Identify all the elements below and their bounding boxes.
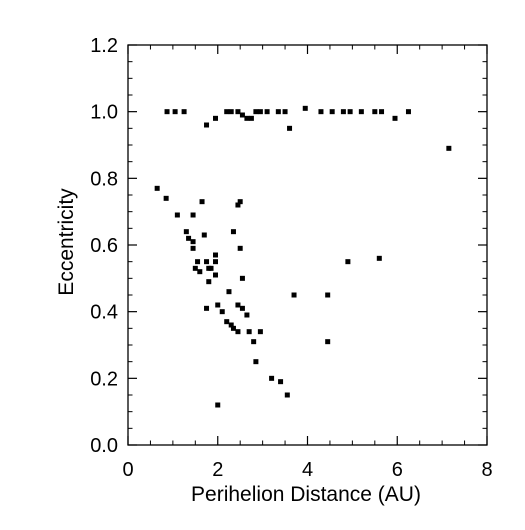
data-point bbox=[172, 109, 178, 115]
data-point bbox=[224, 319, 230, 325]
data-point bbox=[204, 259, 210, 265]
data-point bbox=[248, 115, 254, 121]
data-point bbox=[282, 109, 288, 115]
data-point bbox=[204, 305, 210, 311]
data-point bbox=[213, 252, 219, 258]
data-point bbox=[244, 312, 250, 318]
x-axis-title: Perihelion Distance (AU) bbox=[191, 483, 421, 506]
x-tick-label: 0 bbox=[122, 459, 133, 481]
data-point bbox=[208, 265, 214, 271]
data-point bbox=[235, 329, 241, 335]
data-point bbox=[284, 392, 290, 398]
data-point bbox=[237, 245, 243, 251]
data-point bbox=[230, 325, 236, 331]
data-point bbox=[372, 109, 378, 115]
data-point bbox=[264, 109, 270, 115]
data-point bbox=[197, 269, 203, 275]
data-point bbox=[239, 112, 245, 118]
data-point bbox=[174, 212, 180, 218]
data-point bbox=[329, 109, 335, 115]
y-tick-label: 1.2 bbox=[90, 35, 118, 57]
data-point bbox=[224, 109, 230, 115]
data-point bbox=[405, 109, 411, 115]
data-point bbox=[235, 109, 241, 115]
data-point bbox=[186, 235, 192, 241]
data-point bbox=[215, 302, 221, 308]
data-point bbox=[190, 245, 196, 251]
plot-frame bbox=[127, 44, 488, 446]
data-point bbox=[278, 379, 284, 385]
data-point bbox=[190, 212, 196, 218]
data-point bbox=[376, 255, 382, 261]
y-tick-label: 0.0 bbox=[90, 435, 118, 457]
data-point bbox=[253, 359, 259, 365]
data-point bbox=[235, 202, 241, 208]
data-point bbox=[251, 339, 257, 345]
data-point bbox=[226, 289, 232, 295]
data-point bbox=[291, 292, 297, 298]
data-point bbox=[230, 229, 236, 235]
data-point bbox=[244, 115, 250, 121]
data-point bbox=[228, 322, 234, 328]
data-point bbox=[257, 109, 263, 115]
data-point bbox=[302, 105, 308, 111]
data-point bbox=[325, 339, 331, 345]
data-point bbox=[246, 329, 252, 335]
y-tick-label: 0.8 bbox=[90, 168, 118, 190]
data-point bbox=[358, 109, 364, 115]
data-point bbox=[181, 109, 187, 115]
data-point bbox=[219, 309, 225, 315]
data-point bbox=[201, 232, 207, 238]
data-point bbox=[269, 375, 275, 381]
data-point bbox=[446, 145, 452, 151]
y-tick-label: 0.4 bbox=[90, 302, 118, 324]
data-point bbox=[340, 109, 346, 115]
data-point bbox=[190, 239, 196, 245]
x-tick-label: 8 bbox=[481, 459, 492, 481]
data-point bbox=[228, 109, 234, 115]
data-point bbox=[163, 195, 169, 201]
data-point bbox=[195, 259, 201, 265]
x-tick-label: 6 bbox=[392, 459, 403, 481]
data-point bbox=[215, 402, 221, 408]
x-tick-label: 4 bbox=[302, 459, 313, 481]
y-axis-title: Eccentricity bbox=[55, 188, 78, 296]
data-point bbox=[257, 329, 263, 335]
y-tick-label: 0.6 bbox=[90, 235, 118, 257]
data-point bbox=[239, 275, 245, 281]
data-point bbox=[287, 125, 293, 131]
data-point bbox=[206, 279, 212, 285]
data-point bbox=[192, 265, 198, 271]
data-point bbox=[347, 109, 353, 115]
data-point bbox=[325, 292, 331, 298]
y-tick-label: 0.2 bbox=[90, 368, 118, 390]
data-point bbox=[253, 109, 259, 115]
data-point bbox=[213, 259, 219, 265]
data-point bbox=[237, 199, 243, 205]
data-point bbox=[275, 109, 281, 115]
data-point bbox=[318, 109, 324, 115]
data-point bbox=[164, 109, 170, 115]
data-point bbox=[183, 229, 189, 235]
y-tick-label: 1.0 bbox=[90, 102, 118, 124]
data-point bbox=[204, 122, 210, 128]
data-point bbox=[239, 305, 245, 311]
data-point bbox=[235, 302, 241, 308]
data-point bbox=[379, 109, 385, 115]
data-point bbox=[345, 259, 351, 265]
data-point bbox=[213, 272, 219, 278]
x-tick-label: 2 bbox=[212, 459, 223, 481]
data-point bbox=[213, 115, 219, 121]
data-point bbox=[392, 115, 398, 121]
data-point bbox=[154, 185, 160, 191]
data-point bbox=[199, 199, 205, 205]
